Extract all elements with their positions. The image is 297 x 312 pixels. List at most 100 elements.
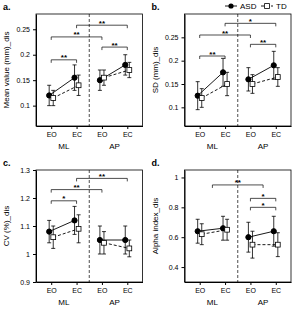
error-bar-cap — [47, 242, 51, 243]
y-tick: 0.25 — [16, 26, 36, 33]
group-label: AP — [109, 142, 120, 151]
x-tick-mark — [200, 282, 201, 285]
series-line — [104, 70, 129, 78]
x-tick-label: EC — [72, 287, 82, 294]
x-tick-label: EO — [97, 131, 108, 138]
error-bar-cap — [196, 81, 200, 82]
data-point — [51, 96, 56, 101]
error-bar — [250, 75, 254, 94]
series-line — [104, 243, 129, 249]
error-bar — [225, 219, 229, 240]
x-axis: EOECEOEC — [185, 126, 292, 138]
y-tick-label: 0.8 — [169, 204, 179, 211]
significance-label: * — [249, 17, 253, 26]
x-tick: EO — [97, 282, 108, 294]
plot: MLAP0.10.150.20.25EOECEOEC******* — [165, 14, 292, 151]
error-bar-cap — [250, 231, 254, 232]
y-tick-mark — [33, 106, 36, 107]
data-point — [271, 229, 276, 234]
x-axis: EOECEOEC — [185, 282, 292, 294]
plot-frame — [36, 14, 143, 126]
data-point — [123, 237, 128, 242]
group-separator — [237, 14, 238, 126]
error-bar-cap — [200, 223, 204, 224]
y-tick-label: 0.2 — [20, 51, 30, 58]
y-tick-mark — [182, 177, 185, 178]
x-axis-line — [37, 282, 144, 283]
group-label: ML — [207, 142, 219, 151]
x-tick: EC — [123, 126, 133, 138]
y-tick-label: 0.1 — [169, 104, 179, 111]
y-tick: 1.1 — [20, 223, 36, 230]
significance-label: ** — [235, 178, 242, 187]
y-tick: 0.15 — [165, 81, 185, 88]
y-axis-title: Alpha index_dis — [151, 198, 160, 254]
x-tick-mark — [250, 282, 251, 285]
error-bar-cap — [196, 109, 200, 110]
error-bar — [196, 219, 200, 243]
error-bar-cap — [225, 72, 229, 73]
plot: MLAP0.40.60.81EOECEOEC**** — [169, 170, 292, 307]
x-tick: EO — [97, 126, 108, 138]
data-point — [199, 96, 204, 101]
series-line — [252, 77, 277, 84]
y-tick: 0.6 — [169, 234, 185, 241]
error-bar-cap — [246, 67, 250, 68]
error-bar — [200, 89, 204, 108]
data-point — [127, 68, 132, 73]
data-point — [47, 229, 52, 234]
group-label: ML — [58, 142, 70, 151]
data-point — [225, 227, 230, 232]
y-tick-mark — [33, 198, 36, 199]
y-tick: 1 — [175, 174, 185, 181]
group-label: ML — [207, 298, 219, 307]
data-point — [246, 235, 251, 240]
panel-title: b. — [152, 2, 160, 12]
x-tick-label: EO — [246, 131, 257, 138]
error-bar — [127, 62, 131, 77]
error-bar-cap — [123, 226, 127, 227]
y-tick-label: 0.6 — [169, 234, 179, 241]
data-point — [271, 63, 276, 68]
plot-frame — [185, 170, 292, 282]
error-bar-cap — [246, 252, 250, 253]
x-tick-label: EC — [221, 287, 231, 294]
error-bar-cap — [51, 226, 55, 227]
legend-label: ASD — [240, 2, 257, 11]
error-bar-cap — [47, 220, 51, 221]
x-tick-label: EC — [123, 287, 133, 294]
error-bar-cap — [196, 219, 200, 220]
y-tick-label: 0.15 — [16, 77, 30, 84]
y-tick-mark — [182, 237, 185, 238]
error-bar-cap — [123, 54, 127, 55]
figure: a.MLAP0.10.150.20.25EOECEOEC********Mean… — [0, 0, 297, 312]
x-tick-label: EC — [271, 131, 281, 138]
error-bar — [200, 224, 204, 245]
y-tick: 1.2 — [20, 195, 36, 202]
x-tick-label: EO — [246, 287, 257, 294]
error-bar-cap — [272, 51, 276, 52]
error-bar-cap — [200, 107, 204, 108]
significance-label: ** — [73, 30, 80, 39]
data-point — [199, 232, 204, 237]
y-axis-title: CV (%)_dis — [2, 206, 11, 246]
x-tick: EO — [47, 126, 58, 138]
error-bar-cap — [102, 70, 106, 71]
error-bar — [225, 72, 229, 95]
error-bar-cap — [127, 77, 131, 78]
legend-item: ASD — [225, 2, 257, 11]
series-line — [252, 244, 277, 245]
error-bar-cap — [102, 254, 106, 255]
error-bar-cap — [98, 70, 102, 71]
y-axis: 0.10.150.20.25 — [16, 15, 36, 127]
error-bar — [250, 231, 254, 258]
significance-label: * — [262, 192, 266, 201]
y-axis: 0.40.60.81 — [169, 171, 185, 283]
data-point — [220, 70, 225, 75]
error-bar-cap — [225, 219, 229, 220]
error-bar-cap — [196, 243, 200, 244]
error-bar-cap — [47, 105, 51, 106]
x-tick: EC — [271, 126, 281, 138]
x-tick-mark — [77, 282, 78, 285]
data-point — [250, 82, 255, 87]
